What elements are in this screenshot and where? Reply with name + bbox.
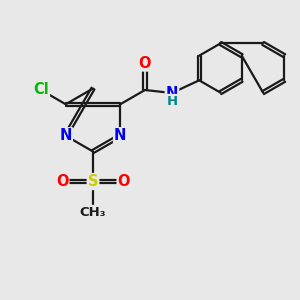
Text: S: S [88,174,98,189]
Text: N: N [166,85,178,100]
Text: O: O [118,174,130,189]
Text: CH₃: CH₃ [80,206,106,219]
Text: Cl: Cl [33,82,49,98]
Text: H: H [167,95,178,108]
Text: N: N [114,128,127,143]
Text: N: N [59,128,72,143]
Text: O: O [56,174,68,189]
Text: O: O [139,56,151,70]
